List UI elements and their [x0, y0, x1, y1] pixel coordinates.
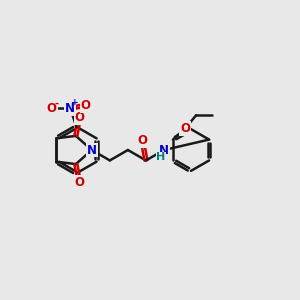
Text: H: H	[157, 152, 166, 162]
Text: O: O	[74, 176, 85, 189]
Text: O: O	[137, 134, 147, 147]
Text: O: O	[47, 102, 57, 115]
Text: N: N	[159, 143, 169, 157]
Text: +: +	[71, 98, 79, 107]
Text: -: -	[55, 98, 59, 108]
Text: O: O	[180, 122, 190, 135]
Text: N: N	[87, 143, 97, 157]
Text: O: O	[74, 111, 85, 124]
Text: O: O	[80, 99, 91, 112]
Text: N: N	[65, 102, 75, 115]
